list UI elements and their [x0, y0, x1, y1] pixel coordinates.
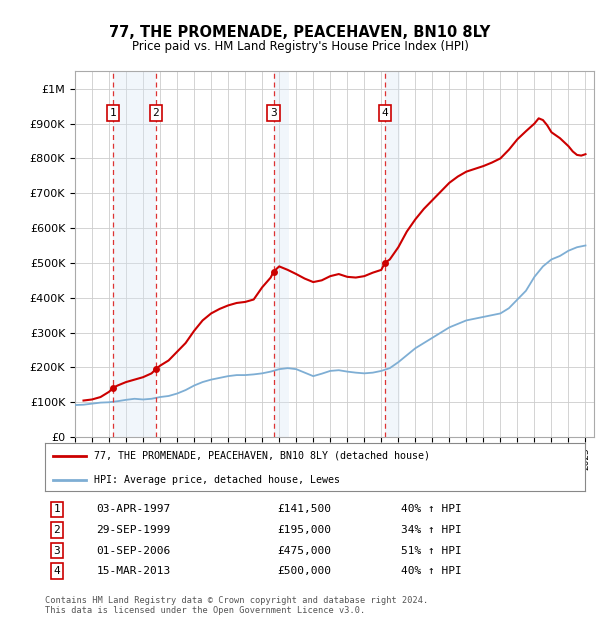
Text: 51% ↑ HPI: 51% ↑ HPI: [401, 546, 462, 556]
Text: 4: 4: [382, 108, 388, 118]
Bar: [113, 71, 156, 437]
Text: 01-SEP-2006: 01-SEP-2006: [96, 546, 170, 556]
Text: £195,000: £195,000: [277, 525, 331, 535]
Text: 3: 3: [270, 108, 277, 118]
Text: HPI: Average price, detached house, Lewes: HPI: Average price, detached house, Lewe…: [94, 476, 340, 485]
Text: 2: 2: [152, 108, 159, 118]
Text: Contains HM Land Registry data © Crown copyright and database right 2024.
This d: Contains HM Land Registry data © Crown c…: [45, 596, 428, 615]
Bar: [274, 71, 289, 437]
Bar: [385, 71, 400, 437]
Text: Price paid vs. HM Land Registry's House Price Index (HPI): Price paid vs. HM Land Registry's House …: [131, 40, 469, 53]
Text: 03-APR-1997: 03-APR-1997: [96, 504, 170, 514]
Text: 34% ↑ HPI: 34% ↑ HPI: [401, 525, 462, 535]
Text: 40% ↑ HPI: 40% ↑ HPI: [401, 566, 462, 576]
Text: 29-SEP-1999: 29-SEP-1999: [96, 525, 170, 535]
Text: 40% ↑ HPI: 40% ↑ HPI: [401, 504, 462, 514]
Text: 15-MAR-2013: 15-MAR-2013: [96, 566, 170, 576]
Text: 77, THE PROMENADE, PEACEHAVEN, BN10 8LY: 77, THE PROMENADE, PEACEHAVEN, BN10 8LY: [109, 25, 491, 40]
Text: £141,500: £141,500: [277, 504, 331, 514]
Text: 3: 3: [53, 546, 60, 556]
Text: 77, THE PROMENADE, PEACEHAVEN, BN10 8LY (detached house): 77, THE PROMENADE, PEACEHAVEN, BN10 8LY …: [94, 451, 430, 461]
Text: 1: 1: [110, 108, 116, 118]
Text: 4: 4: [53, 566, 60, 576]
Text: 2: 2: [53, 525, 60, 535]
Text: £475,000: £475,000: [277, 546, 331, 556]
Text: 1: 1: [53, 504, 60, 514]
Text: £500,000: £500,000: [277, 566, 331, 576]
